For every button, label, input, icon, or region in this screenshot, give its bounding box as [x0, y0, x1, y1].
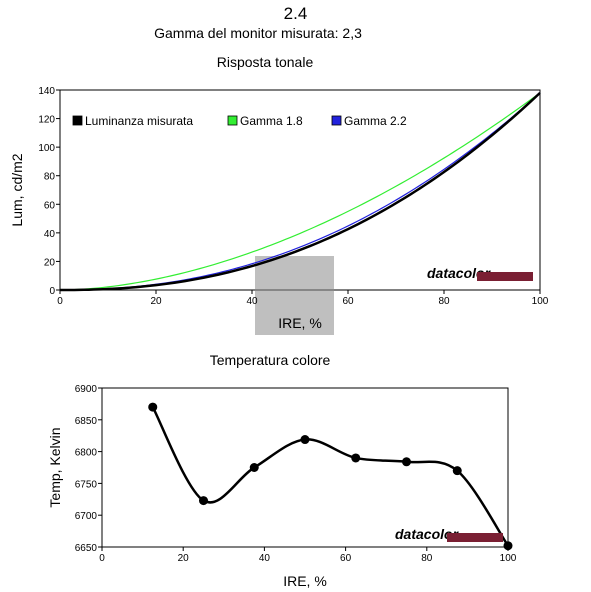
y-tick-label: 140: [38, 86, 55, 97]
chart-title: Risposta tonale: [217, 54, 314, 70]
x-tick-label: 20: [178, 553, 190, 564]
y-tick-label: 0: [49, 286, 55, 297]
y-tick-label: 6750: [75, 479, 98, 490]
y-tick-label: 6800: [75, 448, 98, 459]
y-tick-label: 6700: [75, 511, 98, 522]
data-point: [452, 466, 462, 476]
x-tick-label: 80: [421, 553, 433, 564]
data-point: [503, 541, 513, 551]
series-line-2: [59, 92, 541, 291]
x-tick-label: 20: [150, 296, 162, 307]
datacolor-watermark: datacolor: [427, 265, 492, 281]
x-tick-label: 40: [259, 553, 271, 564]
x-tick-label: 100: [532, 296, 549, 307]
x-tick-label: 0: [99, 553, 105, 564]
x-tick-label: 40: [246, 296, 258, 307]
chart-1: Risposta tonale 0 20 40 60 80 100 0 20 40 60 80 100 1…: [9, 54, 549, 335]
x-tick-label: 60: [340, 553, 352, 564]
chart-2: Temperatura colore 0 20 40 60 80 100 6650 6700 67…: [47, 352, 517, 589]
y-tick-label: 100: [38, 143, 55, 154]
data-point: [249, 463, 259, 472]
data-point: [351, 453, 361, 463]
legend-swatch: [72, 115, 83, 126]
x-tick-label: 0: [57, 296, 63, 307]
y-axis-label: Temp, Kelvin: [47, 427, 63, 507]
datacolor-watermark: datacolor: [395, 526, 460, 542]
data-point: [148, 402, 158, 412]
y-tick-label: 60: [44, 200, 56, 211]
chart-title: Temperatura colore: [210, 352, 331, 368]
x-axis-label: IRE, %: [278, 315, 322, 331]
legend-swatch: [331, 115, 342, 126]
y-tick-label: 20: [44, 257, 56, 268]
x-axis-label: IRE, %: [283, 573, 327, 589]
x-tick-label: 100: [500, 553, 517, 564]
watermark-logo: [255, 256, 334, 335]
legend-label: Luminanza misurata: [85, 114, 193, 128]
page-title: 2.4: [283, 4, 308, 23]
y-tick-label: 6850: [75, 416, 98, 427]
y-tick-label: 120: [38, 115, 55, 126]
datacolor-bar: [447, 533, 503, 542]
y-axis-label: Lum, cd/m2: [9, 153, 25, 226]
datacolor-bar: [477, 272, 533, 281]
legend-swatch: [227, 115, 238, 126]
y-tick-label: 80: [44, 172, 56, 183]
legend-label: Gamma 1.8: [240, 114, 303, 128]
x-tick-label: 80: [438, 296, 450, 307]
y-tick-label: 6900: [75, 384, 98, 395]
series-line-1: [60, 91, 541, 292]
gamma-subtitle: Gamma del monitor misurata: 2,3: [154, 25, 362, 41]
plot-frame: [101, 387, 509, 548]
data-point: [199, 496, 208, 506]
y-tick-label: 6650: [75, 543, 98, 554]
data-point: [300, 435, 310, 445]
legend-label: Gamma 2.2: [344, 114, 407, 128]
data-point: [402, 457, 411, 467]
x-tick-label: 60: [342, 296, 354, 307]
y-tick-label: 40: [44, 229, 56, 240]
